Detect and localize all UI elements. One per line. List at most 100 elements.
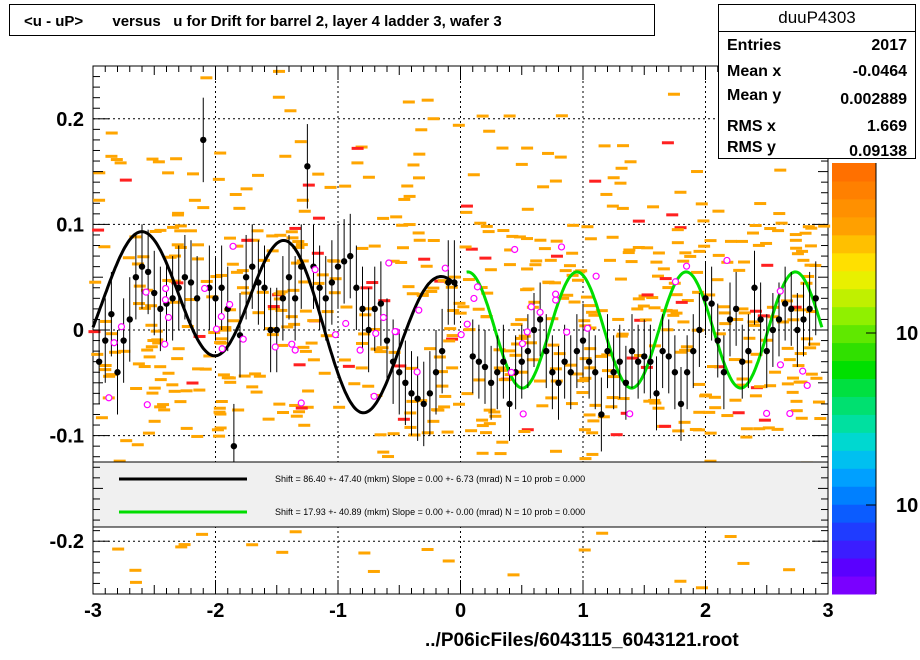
histogram-cell [746, 231, 759, 235]
histogram-cell [452, 123, 465, 127]
histogram-cell [246, 385, 259, 389]
profile-point [788, 305, 795, 313]
histogram-cell [296, 198, 309, 202]
profile-point [144, 268, 152, 276]
histogram-cell [212, 177, 225, 181]
histogram-cell [378, 299, 391, 303]
colorbar-cell [832, 342, 876, 362]
histogram-cell [461, 392, 474, 396]
histogram-cell [504, 248, 517, 252]
histogram-cell [342, 364, 355, 368]
histogram-cell [465, 429, 478, 433]
histogram-cell [427, 117, 440, 121]
histogram-cell [307, 319, 320, 323]
histogram-cell [396, 246, 409, 250]
histogram-cell [521, 428, 534, 432]
histogram-cell [174, 229, 187, 233]
histogram-cell [704, 239, 717, 243]
histogram-cell [206, 295, 219, 299]
histogram-cell [667, 313, 680, 317]
histogram-cell [633, 354, 646, 358]
histogram-cell [366, 281, 379, 285]
histogram-cell [441, 430, 454, 434]
histogram-cell [565, 402, 578, 406]
y-tick-label: 0 [73, 320, 84, 342]
histogram-cell [697, 219, 710, 223]
histogram-cell [612, 317, 625, 321]
profile-points [95, 97, 819, 489]
histogram-cell [624, 160, 637, 164]
histogram-cell [783, 358, 796, 362]
histogram-cell [480, 224, 493, 228]
histogram-cell [515, 162, 528, 166]
histogram-cell [290, 414, 303, 418]
histogram-cell [460, 204, 473, 208]
histogram-cell [213, 410, 226, 414]
profile-point [702, 295, 709, 302]
open-point [552, 296, 560, 304]
histogram-cell [186, 381, 199, 385]
profile-point [536, 316, 544, 323]
histogram-cell [714, 365, 727, 369]
histogram-cell [174, 400, 187, 404]
histogram-cell [93, 171, 106, 175]
colorbar-cell [832, 432, 876, 451]
histogram-cell [167, 225, 180, 229]
histogram-cell [623, 248, 636, 252]
open-point [391, 327, 399, 336]
histogram-cell [146, 391, 159, 395]
histogram-cell [460, 210, 473, 214]
histogram-cell [404, 411, 417, 415]
histogram-cell [298, 280, 311, 284]
histogram-cell [607, 176, 620, 180]
histogram-cell [376, 346, 389, 350]
histogram-cell [403, 194, 416, 198]
histogram-cell [773, 212, 786, 216]
colorbar-cell [832, 216, 876, 236]
histogram-cell [479, 256, 492, 260]
histogram-cell [312, 172, 325, 176]
histogram-cell [670, 311, 683, 315]
histogram-cell [787, 318, 800, 322]
histogram-cell [145, 345, 158, 349]
color-scale: 10 10 [832, 163, 918, 595]
histogram-cell [112, 547, 125, 551]
histogram-cell [544, 258, 557, 262]
histogram-cell [150, 329, 163, 333]
histogram-cell [129, 235, 142, 239]
profile-point [506, 400, 513, 408]
histogram-cell [533, 379, 546, 383]
histogram-cell [670, 293, 683, 297]
profile-point [671, 369, 679, 376]
histogram-cell [578, 319, 591, 323]
histogram-cell [273, 402, 286, 406]
histogram-cell [444, 327, 457, 331]
colorbar-cell [832, 576, 876, 595]
open-point [511, 245, 519, 254]
histogram-cell [154, 228, 167, 232]
histogram-cell [412, 176, 425, 180]
histogram-cell [719, 322, 732, 326]
profile-point [291, 295, 299, 302]
histogram-cell [311, 251, 324, 255]
histogram-cell [667, 92, 680, 96]
profile-point [549, 369, 556, 376]
x-tick-label: 1 [577, 600, 588, 622]
histogram-cell [555, 114, 568, 118]
histogram-cell [299, 349, 312, 353]
profile-point [402, 379, 409, 386]
histogram-cell [660, 308, 673, 312]
histogram-cell [180, 389, 193, 393]
open-point [342, 319, 350, 328]
profile-point [616, 358, 623, 365]
histogram-cell [162, 278, 175, 282]
histogram-cell [790, 399, 803, 403]
histogram-cell [646, 296, 659, 300]
histogram-cell [783, 568, 796, 572]
profile-point [518, 358, 525, 365]
histogram-cell [724, 535, 737, 539]
histogram-cell [355, 366, 368, 370]
histogram-cell [625, 260, 638, 264]
histogram-cell [170, 157, 183, 161]
histogram-cell [600, 192, 613, 196]
